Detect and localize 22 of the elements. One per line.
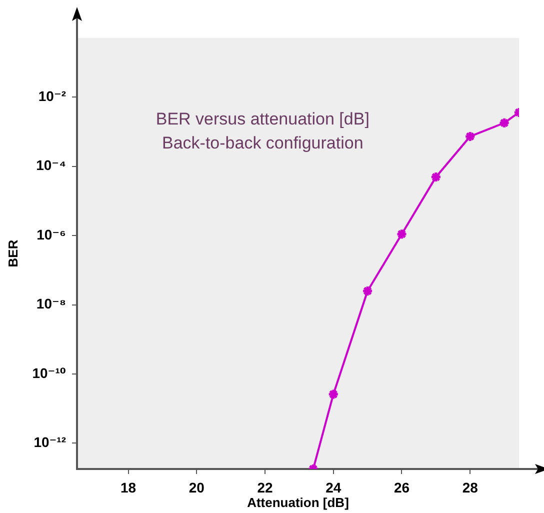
x-tick-label: 20 (188, 479, 205, 496)
point (430, 171, 442, 183)
x-tick-label: 26 (394, 479, 410, 496)
point (328, 388, 340, 400)
x-tick-label: 28 (462, 479, 478, 496)
x-tick-label: 24 (326, 479, 342, 496)
point (464, 130, 476, 142)
y-axis-title: BER (5, 239, 20, 268)
y-tick-label: 10⁻⁴ (36, 157, 66, 174)
text: BER versus attenuation [dB] (156, 110, 370, 129)
y-tick-label: 10⁻¹⁰ (32, 364, 66, 381)
y-tick-label: 10⁻² (38, 88, 66, 104)
x-tick-label: 18 (120, 479, 136, 496)
point (396, 228, 408, 240)
y-tick-label: 10⁻⁶ (36, 226, 66, 242)
x-axis-title: Attenuation [dB] (247, 494, 349, 510)
x-tick-label: 22 (257, 479, 274, 496)
text: Back-to-back configuration (162, 134, 364, 153)
y-tick-label: 10⁻⁸ (36, 296, 66, 312)
point (362, 285, 374, 297)
y-tick-label: 10⁻¹² (34, 434, 66, 450)
point (498, 117, 510, 129)
